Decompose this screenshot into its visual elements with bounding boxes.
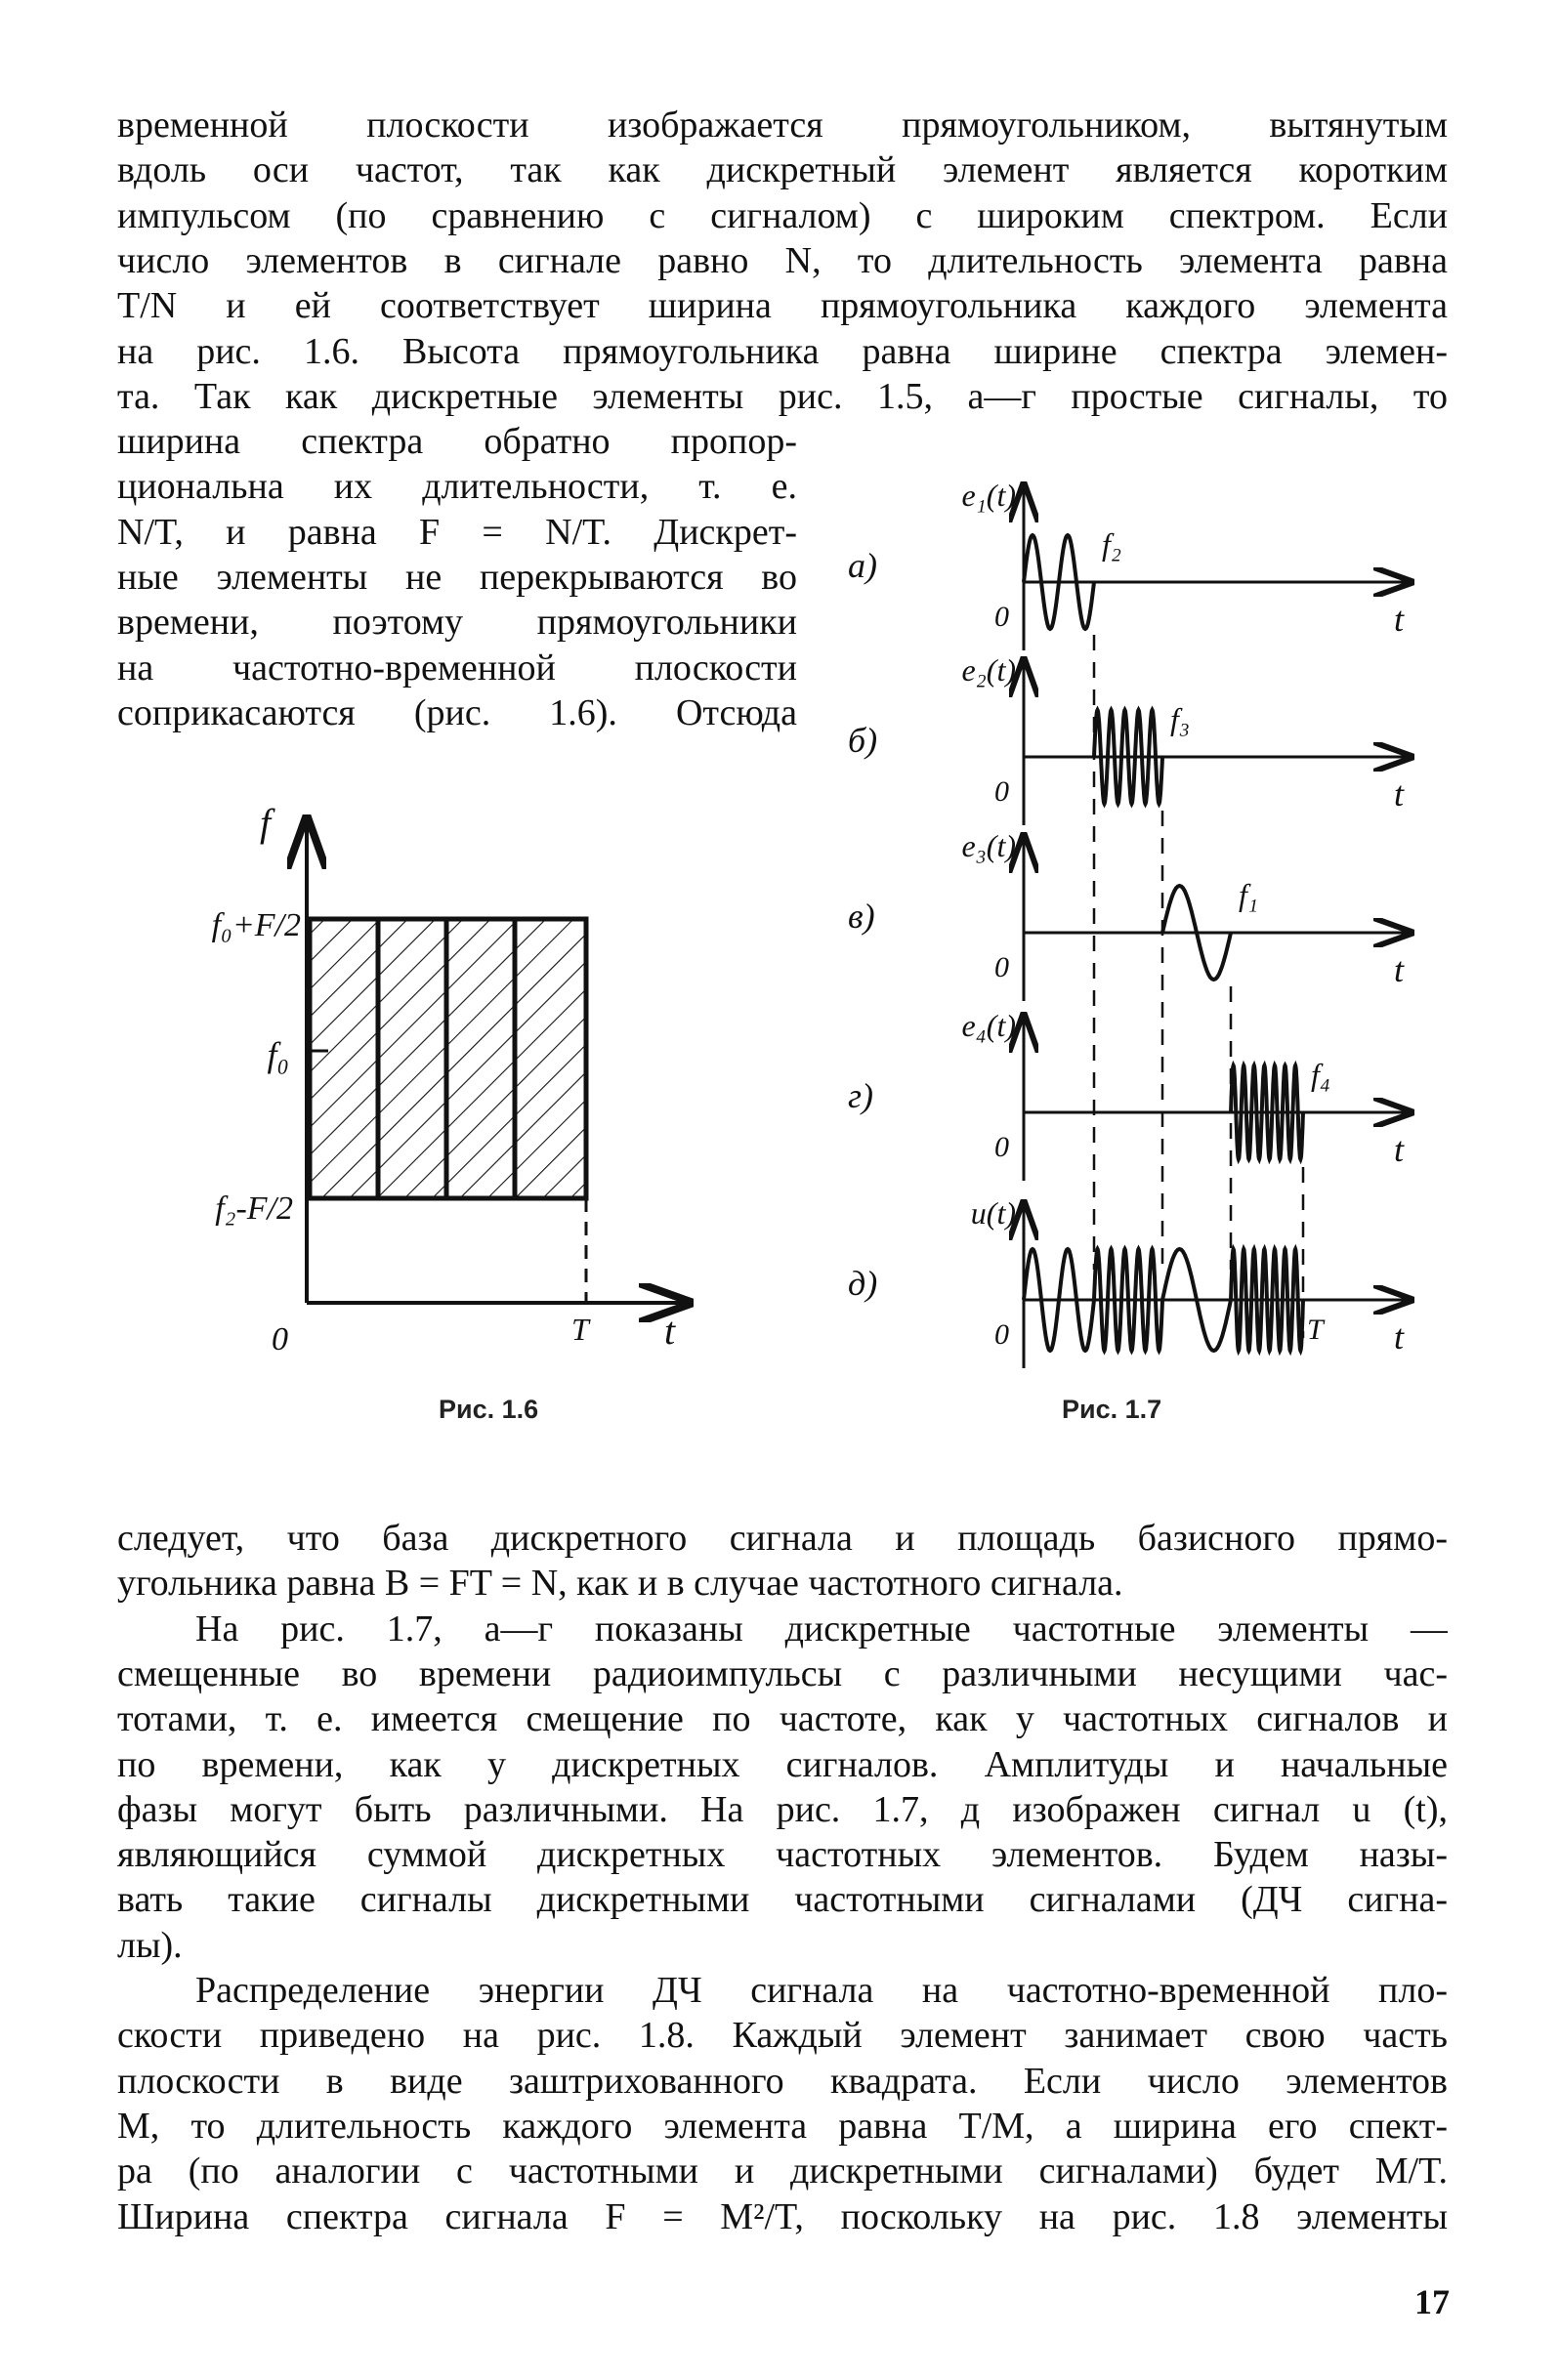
carrier-frequency-label: f₂ bbox=[1102, 526, 1121, 562]
text-line: ра (по аналогии с частотными и дискретны… bbox=[117, 2150, 1448, 2192]
text-line: угольника равна B = FT = N, как и в случ… bbox=[117, 1563, 1123, 1605]
text-line: лы). bbox=[117, 1924, 183, 1966]
sum-signal-segment bbox=[1160, 1246, 1233, 1354]
radio-pulse bbox=[1229, 1060, 1305, 1165]
f0-label: f₀ bbox=[267, 1035, 289, 1074]
row-letter: д) bbox=[848, 1264, 877, 1303]
text-line: скости приведено на рис. 1.8. Каждый эле… bbox=[117, 2015, 1448, 2057]
row-letter: а) bbox=[848, 546, 877, 585]
text-line: На рис. 1.7, а—г показаны дискретные час… bbox=[195, 1608, 1448, 1649]
text-line: циональна их длительности, т. е. bbox=[117, 466, 797, 508]
text-line: вдоль оси частот, так как дискретный эле… bbox=[117, 149, 1448, 191]
figure-1-6: f f₀+F/2 f₀ f₂-F/2 0 T t bbox=[212, 801, 690, 1357]
T-label: T bbox=[1307, 1314, 1326, 1346]
origin-label: 0 bbox=[994, 1318, 1009, 1351]
carrier-frequency-label: f₄ bbox=[1311, 1057, 1330, 1092]
text-line: Распределение энергии ДЧ сигнала на част… bbox=[195, 1970, 1448, 2011]
carrier-frequency-label: f₃ bbox=[1170, 701, 1190, 736]
page-number: 17 bbox=[1414, 2282, 1450, 2321]
row-letter: г) bbox=[848, 1076, 873, 1115]
text-line: та. Так как дискретные элементы рис. 1.5… bbox=[117, 375, 1448, 417]
text-line: число элементов в сигнале равно N, то дл… bbox=[117, 239, 1448, 281]
text-line: вать такие сигналы дискретными частотным… bbox=[117, 1879, 1448, 1921]
text-line: фазы могут быть различными. На рис. 1.7,… bbox=[117, 1788, 1448, 1830]
text-line: плоскости в виде заштрихованного квадрат… bbox=[117, 2060, 1448, 2102]
text-line: ные элементы не перекрываются во bbox=[117, 556, 797, 598]
origin-label: 0 bbox=[994, 601, 1009, 633]
t-axis-label: t bbox=[1394, 950, 1405, 989]
text-line: временной плоскости изображается прямоуг… bbox=[117, 104, 1448, 146]
sum-signal-segment bbox=[1092, 1244, 1164, 1356]
text-line: тотами, т. е. имеется смещение по частот… bbox=[117, 1698, 1448, 1740]
text-line: являющийся суммой дискретных частотных э… bbox=[117, 1834, 1448, 1876]
radio-pulse bbox=[1092, 705, 1164, 809]
text-line: на рис. 1.6. Высота прямоугольника равна… bbox=[117, 330, 1448, 372]
figure-1-7: e₁(t) 0 t а) f₂ e₂(t) 0 t б) f₃ e₃(t) 0 t в) f₁ e₄(t) 0 t… bbox=[848, 478, 1412, 1368]
origin-label: 0 bbox=[272, 1321, 288, 1357]
text-line: M, то длительность каждого элемента равн… bbox=[117, 2105, 1448, 2147]
text-line: ширина спектра обратно пропор- bbox=[117, 421, 797, 462]
row-letter: б) bbox=[848, 721, 877, 760]
origin-label: 0 bbox=[994, 1131, 1009, 1163]
figure-1-7-caption: Рис. 1.7 bbox=[1062, 1395, 1162, 1424]
signal-label: e₃(t) bbox=[961, 828, 1016, 863]
t-axis-label: t bbox=[664, 1309, 676, 1353]
signal-label: e₁(t) bbox=[961, 478, 1016, 513]
text-line: времени, поэтому прямоугольники bbox=[117, 602, 797, 644]
text-line: N/T, и равна F = N/T. Дискрет- bbox=[117, 511, 797, 553]
text-line: T/N и ей соответствует ширина прямоуголь… bbox=[117, 285, 1448, 327]
T-label: T bbox=[571, 1312, 591, 1347]
text-line: соприкасаются (рис. 1.6). Отсюда bbox=[117, 691, 797, 733]
t-axis-label: t bbox=[1394, 1317, 1405, 1357]
origin-label: 0 bbox=[994, 951, 1009, 983]
radio-pulse bbox=[1160, 883, 1233, 982]
carrier-frequency-label: f₁ bbox=[1239, 877, 1258, 912]
t-axis-label: t bbox=[1394, 600, 1405, 639]
signal-label: u(t) bbox=[971, 1195, 1016, 1231]
origin-label: 0 bbox=[994, 775, 1009, 808]
bottom-freq-label: f₂-F/2 bbox=[215, 1190, 293, 1227]
text-line: следует, что база дискретного сигнала и … bbox=[117, 1518, 1448, 1559]
text-line: импульсом (по сравнению с сигналом) с ши… bbox=[117, 194, 1448, 236]
row-letter: в) bbox=[848, 897, 875, 936]
sum-signal-segment bbox=[1229, 1243, 1305, 1357]
radio-pulse bbox=[1022, 532, 1096, 632]
t-axis-label: t bbox=[1394, 774, 1405, 814]
signal-label: e₄(t) bbox=[961, 1008, 1016, 1043]
figure-1-6-caption: Рис. 1.6 bbox=[439, 1395, 539, 1424]
text-line: на частотно-временной плоскости bbox=[117, 647, 797, 689]
text-line: по времени, как у дискретных сигналов. А… bbox=[117, 1743, 1448, 1785]
sum-signal-segment bbox=[1022, 1246, 1096, 1354]
top-freq-label: f₀+F/2 bbox=[212, 907, 301, 943]
f-axis-label: f bbox=[260, 801, 275, 845]
text-line: смещенные во времени радиоимпульсы с раз… bbox=[117, 1652, 1448, 1694]
t-axis-label: t bbox=[1394, 1130, 1405, 1169]
signal-label: e₂(t) bbox=[961, 652, 1016, 688]
text-line: Ширина спектра сигнала F = M²/T, посколь… bbox=[117, 2195, 1448, 2237]
